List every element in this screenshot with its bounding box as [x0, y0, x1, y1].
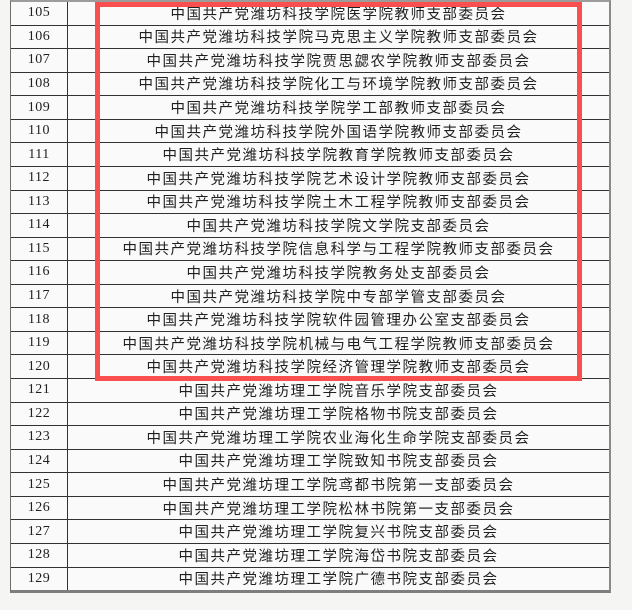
row-number: 112: [11, 166, 68, 190]
table-row: 127 中国共产党潍坊理工学院复兴书院支部委员会: [11, 519, 609, 543]
branch-name: 中国共产党潍坊科技学院贾思勰农学院教师支部委员会: [146, 53, 531, 70]
branch-name: 中国共产党潍坊理工学院广德书院支部委员会: [178, 572, 499, 589]
branch-name: 中国共产党潍坊科技学院教育学院教师支部委员会: [162, 148, 515, 165]
row-number: 124: [11, 449, 68, 473]
table-row: 110 中国共产党潍坊科技学院外国语学院教师支部委员会: [11, 118, 609, 143]
row-number: 118: [11, 308, 68, 331]
branch-name: 中国共产党潍坊科技学院经济管理学院教师支部委员会: [146, 360, 531, 377]
row-number: 123: [11, 426, 68, 449]
row-number: 110: [11, 119, 68, 143]
row-number: 125: [11, 473, 68, 496]
row-number: 115: [11, 237, 68, 261]
table-row: 118 中国共产党潍坊科技学院软件园管理办公室支部委员会: [11, 307, 609, 331]
branch-name: 中国共产党潍坊理工学院格物书院支部委员会: [178, 407, 499, 424]
table-row: 121 中国共产党潍坊理工学院音乐学院支部委员会: [11, 378, 609, 402]
row-number: 114: [11, 214, 68, 237]
branch-name: 中国共产党潍坊科技学院外国语学院教师支部委员会: [154, 124, 523, 141]
row-number: 129: [11, 567, 68, 591]
row-number: 107: [11, 49, 68, 72]
branch-name: 中国共产党潍坊理工学院鸢都书院第一支部委员会: [162, 478, 515, 495]
table-row: 122 中国共产党潍坊理工学院格物书院支部委员会: [11, 401, 609, 426]
branch-name: 中国共产党潍坊科技学院化工与环境学院教师支部委员会: [138, 77, 539, 94]
row-number: 111: [11, 143, 68, 166]
table-row: 105 中国共产党潍坊科技学院医学院教师支部委员会: [11, 2, 609, 25]
branch-name: 中国共产党潍坊理工学院复兴书院支部委员会: [178, 525, 499, 542]
branch-name: 中国共产党潍坊理工学院致知书院支部委员会: [178, 454, 499, 471]
branch-name: 中国共产党潍坊科技学院教务处支部委员会: [186, 265, 491, 282]
table-row: 107 中国共产党潍坊科技学院贾思勰农学院教师支部委员会: [11, 48, 609, 72]
row-number: 120: [11, 355, 68, 378]
branch-name: 中国共产党潍坊科技学院马克思主义学院教师支部委员会: [138, 30, 539, 47]
row-number: 113: [11, 190, 68, 214]
row-number: 117: [11, 284, 68, 308]
table-row: 123 中国共产党潍坊理工学院农业海化生命学院支部委员会: [11, 425, 609, 449]
table-row: 119 中国共产党潍坊科技学院机械与电气工程学院教师支部委员会: [11, 330, 609, 355]
table-row: 128 中国共产党潍坊理工学院海岱书院支部委员会: [11, 542, 609, 567]
table-row: 113 中国共产党潍坊科技学院土木工程学院教师支部委员会: [11, 189, 609, 214]
row-number: 105: [11, 2, 68, 25]
table-row: 120 中国共产党潍坊科技学院经济管理学院教师支部委员会: [11, 354, 609, 378]
row-number: 106: [11, 25, 68, 49]
branch-name: 中国共产党潍坊理工学院海岱书院支部委员会: [178, 548, 499, 565]
branch-name: 中国共产党潍坊科技学院文学院支部委员会: [186, 218, 491, 235]
branch-name: 中国共产党潍坊科技学院机械与电气工程学院教师支部委员会: [122, 336, 555, 353]
party-branch-table: 105 中国共产党潍坊科技学院医学院教师支部委员会 106 中国共产党潍坊科技学…: [10, 0, 611, 593]
table-row: 114 中国共产党潍坊科技学院文学院支部委员会: [11, 213, 609, 237]
branch-name: 中国共产党潍坊科技学院学工部教师支部委员会: [170, 101, 507, 118]
row-number: 116: [11, 261, 68, 284]
branch-name: 中国共产党潍坊科技学院软件园管理办公室支部委员会: [146, 313, 531, 330]
row-number: 127: [11, 520, 68, 543]
row-number: 108: [11, 72, 68, 96]
branch-name: 中国共产党潍坊科技学院土木工程学院教师支部委员会: [146, 195, 531, 212]
branch-name: 中国共产党潍坊科技学院信息科学与工程学院教师支部委员会: [122, 242, 555, 259]
table-row: 116 中国共产党潍坊科技学院教务处支部委员会: [11, 260, 609, 284]
row-number: 122: [11, 402, 68, 426]
row-number: 128: [11, 543, 68, 567]
table-row: 117 中国共产党潍坊科技学院中专部学管支部委员会: [11, 283, 609, 308]
table-row: 129 中国共产党潍坊理工学院广德书院支部委员会: [11, 566, 609, 591]
table-row: 106 中国共产党潍坊科技学院马克思主义学院教师支部委员会: [11, 24, 609, 49]
table-row: 108 中国共产党潍坊科技学院化工与环境学院教师支部委员会: [11, 71, 609, 96]
branch-name: 中国共产党潍坊理工学院松林书院第一支部委员会: [162, 501, 515, 518]
table-row: 125 中国共产党潍坊理工学院鸢都书院第一支部委员会: [11, 472, 609, 496]
table-row: 112 中国共产党潍坊科技学院艺术设计学院教师支部委员会: [11, 165, 609, 190]
table-row: 109 中国共产党潍坊科技学院学工部教师支部委员会: [11, 95, 609, 119]
branch-name: 中国共产党潍坊理工学院农业海化生命学院支部委员会: [146, 430, 531, 447]
table-row: 115 中国共产党潍坊科技学院信息科学与工程学院教师支部委员会: [11, 236, 609, 261]
branch-name: 中国共产党潍坊科技学院艺术设计学院教师支部委员会: [146, 171, 531, 188]
branch-name: 中国共产党潍坊科技学院医学院教师支部委员会: [170, 6, 507, 23]
branch-name: 中国共产党潍坊理工学院音乐学院支部委员会: [178, 383, 499, 400]
row-number: 126: [11, 496, 68, 520]
row-number: 119: [11, 331, 68, 355]
table-row: 126 中国共产党潍坊理工学院松林书院第一支部委员会: [11, 495, 609, 520]
table-row: 124 中国共产党潍坊理工学院致知书院支部委员会: [11, 448, 609, 473]
table-row: 111 中国共产党潍坊科技学院教育学院教师支部委员会: [11, 142, 609, 166]
row-number: 121: [11, 379, 68, 402]
branch-name: 中国共产党潍坊科技学院中专部学管支部委员会: [170, 289, 507, 306]
row-number: 109: [11, 96, 68, 119]
